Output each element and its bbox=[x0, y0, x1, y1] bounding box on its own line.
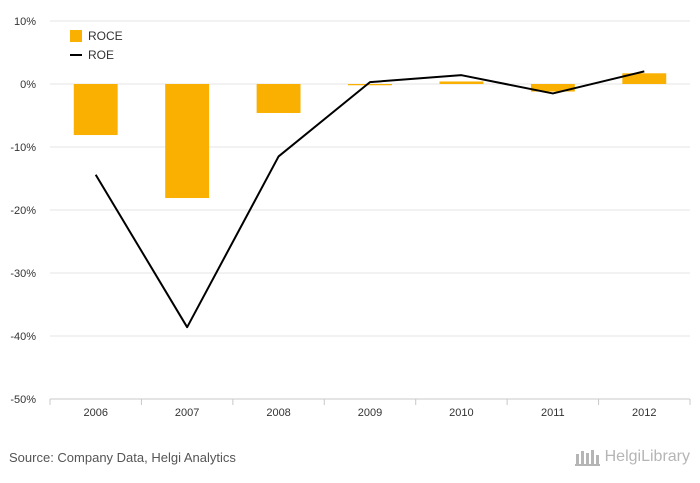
x-tick-label: 2011 bbox=[541, 407, 565, 419]
legend-roce-swatch bbox=[70, 30, 82, 42]
x-axis: 2006 2007 2008 2009 2010 2011 2012 bbox=[49, 399, 691, 419]
helgi-library-logo: HelgiLibrary bbox=[574, 448, 690, 466]
roce-bars bbox=[73, 73, 667, 199]
legend-roe-label: ROE bbox=[88, 48, 114, 62]
roe-line-group bbox=[94, 70, 645, 329]
roce-bar bbox=[73, 84, 118, 136]
roce-bar bbox=[622, 73, 667, 84]
y-tick-label: -40% bbox=[10, 331, 36, 343]
x-tick-label: 2010 bbox=[449, 407, 473, 419]
gridlines bbox=[50, 20, 690, 400]
x-tick-label: 2012 bbox=[632, 407, 656, 419]
brand-text: HelgiLibrary bbox=[604, 448, 690, 465]
x-tick-label: 2007 bbox=[175, 407, 199, 419]
legend: ROCE ROE bbox=[70, 29, 123, 62]
y-tick-label: 0% bbox=[20, 79, 36, 91]
y-tick-label: -20% bbox=[10, 205, 36, 217]
x-tick-label: 2006 bbox=[83, 407, 107, 419]
x-tick-label: 2008 bbox=[266, 407, 290, 419]
roce-bar bbox=[348, 84, 392, 86]
y-tick-label: 10% bbox=[14, 16, 36, 28]
y-tick-label: -50% bbox=[10, 394, 36, 406]
y-tick-label: -30% bbox=[10, 268, 36, 280]
legend-roce-label: ROCE bbox=[88, 29, 123, 43]
library-icon bbox=[574, 450, 600, 466]
roce-bar bbox=[256, 84, 301, 113]
x-tick-label: 2009 bbox=[358, 407, 382, 419]
y-axis-ticks: 10% 0% -10% -20% -30% -40% -50% bbox=[10, 16, 36, 406]
source-note: Source: Company Data, Helgi Analytics bbox=[9, 450, 236, 465]
roce-bar bbox=[530, 84, 575, 92]
roe-line bbox=[94, 70, 645, 329]
chart: 10%0%-10%-20%-30%-40%-50% 2006 2007 2008 20… bbox=[10, 16, 691, 419]
y-tick-label: -10% bbox=[10, 142, 36, 154]
roce-bar bbox=[439, 81, 484, 84]
roce-bar bbox=[165, 84, 210, 199]
